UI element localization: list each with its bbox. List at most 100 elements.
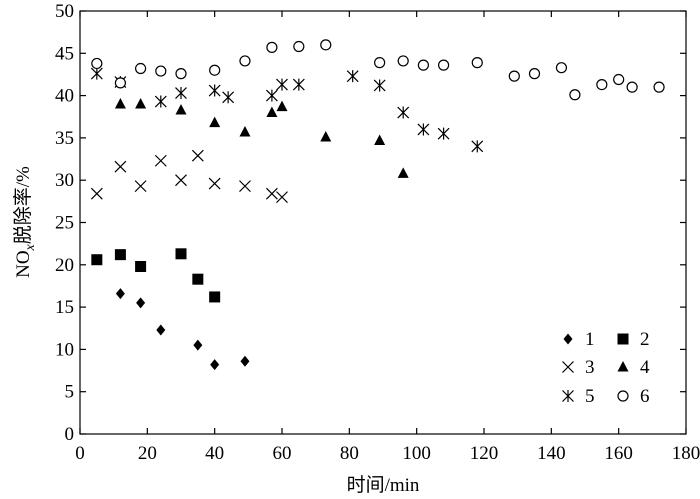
point-series-4-1 [135, 98, 147, 109]
point-series-6-1 [114, 77, 127, 89]
point-series-5-12 [417, 123, 430, 136]
legend-marker-1 [563, 333, 573, 345]
point-series-6-17 [555, 62, 568, 74]
point-series-3-3 [154, 154, 167, 167]
point-series-6-9 [320, 39, 332, 51]
legend: 1 2 3 4 5 6 [562, 329, 650, 407]
point-series-5-6 [265, 89, 278, 102]
point-series-4-7 [320, 131, 332, 142]
point-series-2-3 [175, 248, 187, 260]
point-series-4-5 [266, 106, 278, 118]
point-series-2-0 [91, 254, 103, 266]
point-series-6-5 [209, 64, 221, 76]
tick-labels: 0 20 40 60 80 100 120 140 160 1800510152025303540… [55, 1, 700, 464]
point-series-1-4 [210, 359, 220, 371]
y-tick-label-25: 25 [55, 213, 74, 234]
point-series-6-11 [397, 55, 409, 67]
y-tick-label-30: 30 [55, 170, 74, 191]
point-series-6-19 [596, 79, 608, 91]
point-series-5-9 [346, 70, 359, 83]
y-tick-label-50: 50 [55, 1, 74, 22]
x-tick-label-100: 100 [402, 443, 431, 464]
x-tick-label-160: 160 [604, 443, 633, 464]
y-axis-title: NOx脱除率/% [12, 166, 38, 278]
point-series-4-0 [114, 98, 126, 109]
point-series-6-18 [569, 89, 581, 101]
legend-item-5: 5 [562, 386, 595, 407]
point-series-1-1 [136, 297, 146, 309]
y-tick-label-5: 5 [65, 382, 75, 403]
point-series-6-3 [155, 65, 167, 77]
point-series-3-1 [114, 160, 127, 173]
y-tick-label-40: 40 [55, 86, 74, 107]
point-series-6-22 [653, 81, 665, 93]
x-tick-label-180: 180 [672, 443, 700, 464]
legend-item-1: 1 [563, 329, 595, 350]
point-series-5-14 [471, 140, 484, 153]
point-series-3-6 [208, 177, 221, 190]
point-series-4-2 [175, 103, 187, 115]
x-tick-label-80: 80 [340, 443, 359, 464]
legend-item-2: 2 [617, 329, 650, 350]
point-series-1-2 [156, 324, 166, 336]
point-series-6-4 [175, 68, 187, 80]
point-series-5-7 [276, 78, 288, 91]
point-series-1-0 [115, 288, 125, 300]
point-series-4-9 [397, 167, 409, 178]
legend-marker-5 [562, 390, 574, 402]
point-series-6-15 [508, 70, 520, 82]
x-tick-label-60: 60 [273, 443, 292, 464]
point-series-5-10 [373, 79, 386, 92]
y-axis-title-rest: 脱除率/% [12, 166, 34, 244]
x-axis-title: 时间/min [347, 474, 420, 496]
point-series-5-8 [292, 78, 305, 91]
point-series-1-5 [240, 355, 250, 367]
point-series-2-2 [135, 260, 147, 272]
x-tick-label-140: 140 [537, 443, 566, 464]
series-1 [115, 288, 250, 371]
legend-label-1: 1 [585, 329, 595, 350]
y-tick-label-45: 45 [55, 43, 74, 64]
point-series-1-3 [193, 339, 203, 351]
point-series-4-8 [374, 134, 386, 145]
data-points [90, 39, 665, 371]
point-series-6-13 [438, 59, 450, 71]
legend-label-4: 4 [640, 357, 650, 378]
point-series-3-7 [239, 180, 251, 193]
point-series-6-8 [293, 40, 305, 53]
point-series-6-0 [91, 57, 103, 70]
point-series-5-3 [175, 87, 187, 100]
point-series-4-3 [209, 116, 221, 128]
point-series-3-5 [191, 149, 204, 162]
series-5 [90, 67, 484, 153]
point-series-2-1 [114, 249, 126, 261]
series-4 [114, 98, 409, 178]
point-series-6-12 [417, 59, 429, 71]
plot-frame [79, 10, 687, 435]
legend-marker-2 [617, 333, 629, 345]
legend-marker-4 [617, 361, 629, 372]
legend-marker-6 [617, 390, 629, 402]
legend-item-6: 6 [617, 386, 650, 407]
point-series-6-10 [374, 57, 386, 69]
point-series-4-6 [276, 100, 288, 112]
point-series-6-14 [471, 57, 483, 69]
point-series-2-4 [192, 273, 204, 285]
y-axis-title-sub: x [23, 243, 38, 251]
point-series-6-6 [239, 55, 251, 67]
legend-item-4: 4 [617, 357, 650, 378]
point-series-6-16 [528, 68, 541, 80]
x-tick-label-40: 40 [205, 443, 224, 464]
point-series-5-0 [90, 67, 103, 80]
point-series-5-2 [154, 95, 167, 108]
point-series-5-11 [397, 106, 410, 119]
point-series-6-2 [135, 62, 147, 75]
point-series-5-13 [437, 127, 450, 140]
axis-ticks [79, 10, 687, 435]
point-series-5-4 [208, 84, 221, 97]
point-series-5-5 [222, 91, 235, 104]
point-series-3-8 [265, 187, 278, 200]
series-6 [91, 39, 665, 101]
series-3 [90, 149, 288, 204]
